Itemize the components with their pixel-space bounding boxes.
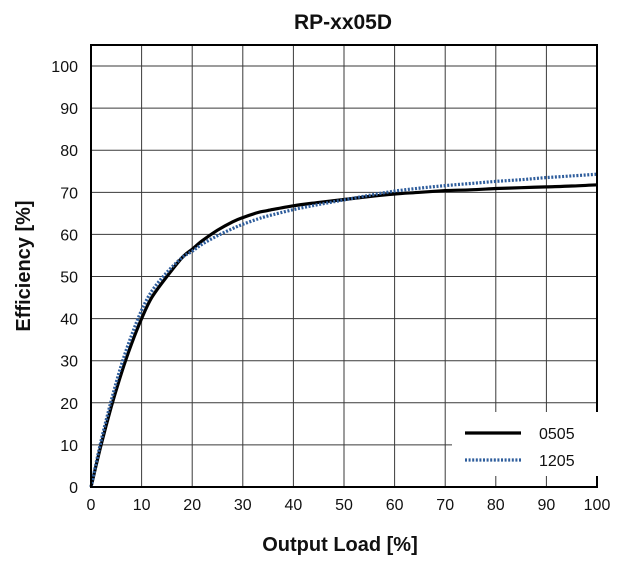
y-tick-label: 30 bbox=[60, 354, 78, 371]
x-tick-label: 80 bbox=[487, 497, 505, 514]
y-tick-label: 70 bbox=[60, 185, 78, 202]
y-tick-label: 100 bbox=[51, 59, 78, 76]
series-line-0505 bbox=[89, 183, 598, 488]
tick-labels: 0 10 20 30 40 50 60 70 80 90 100 0 10 20 30 40 50 60 70 80 9… bbox=[51, 59, 610, 514]
y-tick-label: 10 bbox=[60, 438, 78, 455]
y-tick-label: 50 bbox=[60, 270, 78, 287]
x-tick-label: 10 bbox=[133, 497, 151, 514]
x-axis-title: Output Load [%] bbox=[262, 534, 418, 556]
y-tick-label: 80 bbox=[60, 143, 78, 160]
legend-label-0505: 0505 bbox=[539, 426, 575, 443]
x-tick-label: 40 bbox=[285, 497, 303, 514]
y-tick-label: 90 bbox=[60, 101, 78, 118]
plot-frame bbox=[90, 44, 598, 488]
y-tick-label: 20 bbox=[60, 396, 78, 413]
x-tick-label: 70 bbox=[436, 497, 454, 514]
legend-box bbox=[452, 412, 598, 476]
legend-label-1205: 1205 bbox=[539, 453, 575, 470]
y-tick-label: 0 bbox=[69, 480, 78, 497]
x-tick-label: 100 bbox=[584, 497, 611, 514]
y-tick-label: 40 bbox=[60, 312, 78, 329]
series-line-1205 bbox=[89, 172, 598, 488]
x-tick-label: 50 bbox=[335, 497, 353, 514]
y-tick-label: 60 bbox=[60, 227, 78, 244]
legend: 0505 1205 bbox=[452, 412, 598, 476]
series-layer bbox=[89, 172, 598, 488]
x-tick-label: 90 bbox=[538, 497, 556, 514]
x-tick-label: 60 bbox=[386, 497, 404, 514]
y-axis-title: Efficiency [%] bbox=[13, 200, 35, 331]
chart-title: RP-xx05D bbox=[294, 11, 392, 34]
x-tick-label: 20 bbox=[183, 497, 201, 514]
x-tick-label: 0 bbox=[87, 497, 96, 514]
x-tick-label: 30 bbox=[234, 497, 252, 514]
